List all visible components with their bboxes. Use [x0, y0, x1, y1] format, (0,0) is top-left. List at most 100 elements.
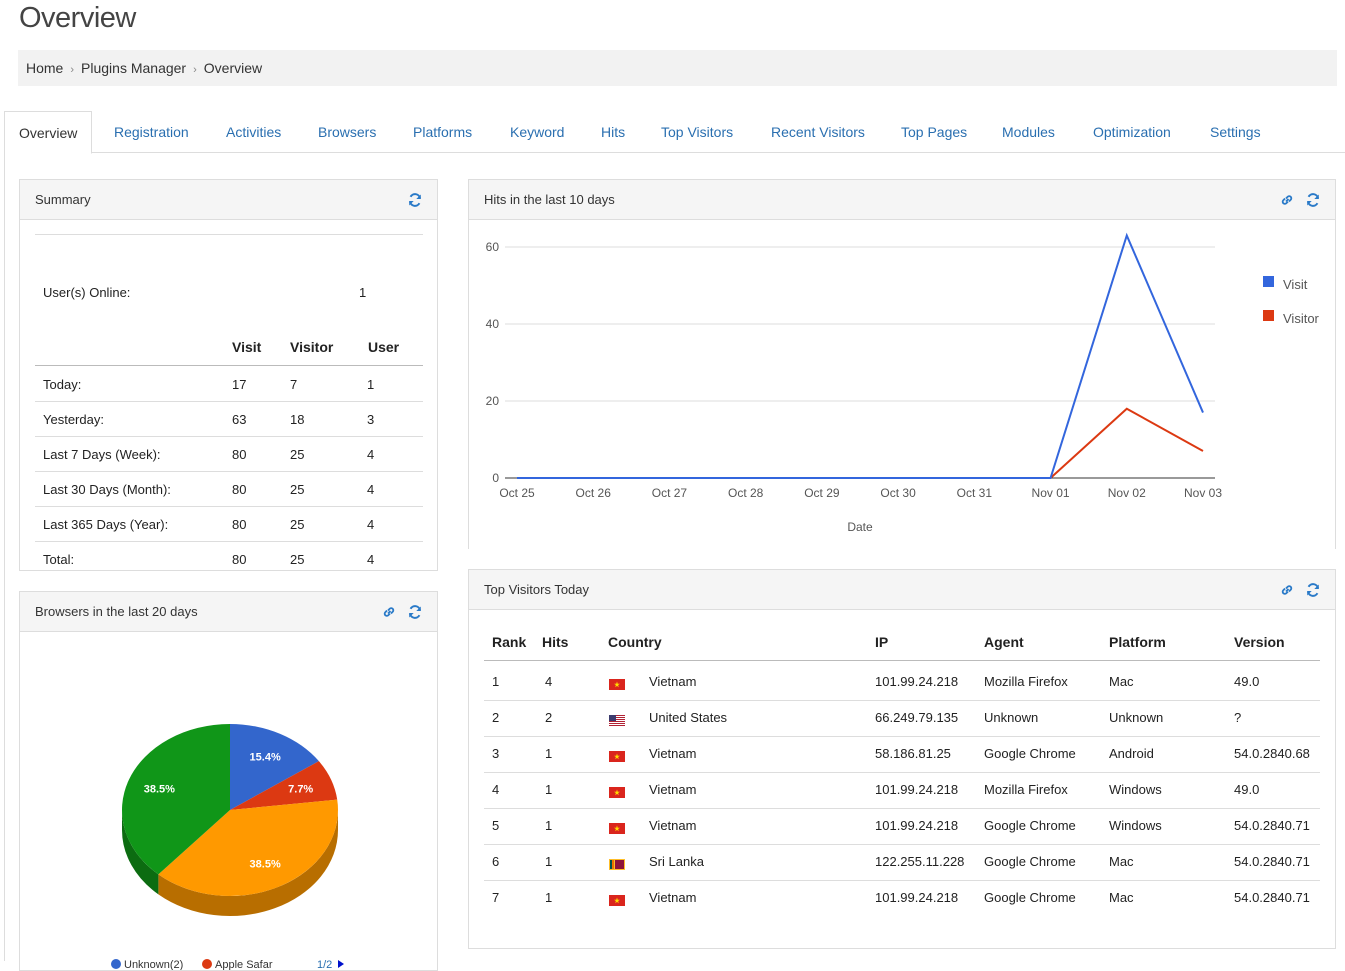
flag-vietnam-icon [609, 785, 625, 798]
tab-optimization[interactable]: Optimization [1093, 124, 1171, 140]
tab-keyword[interactable]: Keyword [510, 124, 565, 140]
breadcrumb-home[interactable]: Home [26, 60, 64, 76]
row-user: 4 [367, 482, 375, 497]
pie-slice[interactable] [230, 761, 338, 810]
cell-ip: 66.249.79.135 [875, 710, 959, 725]
hits-title: Hits in the last 10 days [484, 192, 615, 207]
cell-platform: Android [1109, 746, 1154, 761]
tab-top-visitors[interactable]: Top Visitors [661, 124, 734, 140]
x-tick-label: Oct 25 [499, 486, 535, 500]
refresh-icon[interactable] [407, 192, 423, 208]
refresh-icon[interactable] [1305, 582, 1321, 598]
summary-header: Summary [20, 180, 437, 220]
col-user: User [368, 339, 400, 355]
cell-agent: Google Chrome [984, 890, 1076, 905]
browsers-pie-chart: 15.4%7.7%38.5%38.5%Unknown(2) Apple Safar… [111, 724, 344, 970]
cell-version: 54.0.2840.71 [1234, 890, 1310, 905]
divider [35, 401, 423, 402]
row-visit: 80 [232, 482, 247, 497]
breadcrumb-separator-icon: › [193, 64, 197, 76]
cell-ip: 101.99.24.218 [875, 890, 959, 905]
legend-swatch [1263, 276, 1274, 287]
row-user: 4 [367, 447, 375, 462]
cell-country: Sri Lanka [649, 854, 704, 869]
col-version: Version [1234, 634, 1285, 650]
refresh-icon[interactable] [407, 604, 423, 620]
cell-ip: 58.186.81.25 [875, 746, 951, 761]
x-tick-label: Nov 03 [1184, 486, 1222, 500]
refresh-icon[interactable] [1305, 192, 1321, 208]
col-hits: Hits [542, 634, 569, 650]
pie-slice[interactable] [122, 724, 230, 875]
row-visitor: 25 [290, 552, 305, 567]
cell-agent: Mozilla Firefox [984, 674, 1068, 689]
link-icon[interactable] [1279, 582, 1295, 598]
pie-slice[interactable] [230, 724, 319, 810]
divider [484, 660, 1320, 661]
divider [484, 772, 1320, 773]
divider [484, 880, 1320, 881]
row-label: Last 365 Days (Year): [43, 517, 169, 532]
row-label: Total: [43, 552, 75, 567]
divider [484, 844, 1320, 845]
col-ip: IP [875, 634, 889, 650]
tab-recent-visitors[interactable]: Recent Visitors [771, 124, 865, 140]
row-visit: 80 [232, 552, 247, 567]
divider [35, 234, 423, 235]
tab-settings[interactable]: Settings [1210, 124, 1261, 140]
cell-version: 49.0 [1234, 782, 1260, 797]
row-visitor: 25 [290, 517, 305, 532]
tab-modules[interactable]: Modules [1002, 124, 1055, 140]
hits-line-chart: 0 20 40 60 Oct 25 Oct 26 Oct 27 Oct 28 Oct 29 Oct… [486, 232, 1320, 534]
cell-version: ? [1234, 710, 1242, 725]
row-visit: 80 [232, 447, 247, 462]
tab-registration[interactable]: Registration [114, 124, 189, 140]
cell-country: Vietnam [649, 782, 697, 797]
tab-hits[interactable]: Hits [601, 124, 626, 140]
tab-activities[interactable]: Activities [226, 124, 282, 140]
tab-overview[interactable]: Overview [4, 111, 93, 154]
tab-top-pages[interactable]: Top Pages [901, 124, 968, 140]
cell-agent: Google Chrome [984, 854, 1076, 869]
cell-country: Vietnam [649, 890, 697, 905]
hits-header: Hits in the last 10 days [469, 180, 1335, 220]
row-user: 4 [367, 517, 375, 532]
col-visit: Visit [232, 339, 262, 355]
link-icon[interactable] [1279, 192, 1295, 208]
row-label: Last 30 Days (Month): [43, 482, 171, 497]
col-country: Country [608, 634, 662, 650]
pie-slice-label: 38.5% [144, 784, 175, 796]
content-border [4, 153, 5, 961]
row-label: Today: [43, 377, 82, 392]
pie-slice-side [122, 810, 159, 895]
browsers-header: Browsers in the last 20 days [20, 592, 437, 632]
legend-label: Visit [1283, 277, 1308, 292]
cell-version: 49.0 [1234, 674, 1260, 689]
cell-agent: Mozilla Firefox [984, 782, 1068, 797]
cell-rank: 4 [492, 782, 500, 797]
hits-panel: Hits in the last 10 days 0 20 40 60 Oct 25 Oc… [468, 179, 1336, 549]
tab-browsers[interactable]: Browsers [318, 124, 377, 140]
flag-vietnam-icon [609, 749, 625, 762]
x-tick-label: Nov 02 [1108, 486, 1146, 500]
series-line-visitor [517, 407, 1204, 479]
row-visitor: 25 [290, 447, 305, 462]
y-tick-label: 40 [486, 317, 500, 331]
link-icon[interactable] [381, 604, 397, 620]
cell-platform: Unknown [1109, 710, 1164, 725]
pie-slice[interactable] [158, 799, 338, 896]
flag-vietnam-icon [609, 893, 625, 906]
breadcrumb-plugins-manager[interactable]: Plugins Manager [81, 60, 187, 76]
x-tick-label: Oct 31 [957, 486, 993, 500]
cell-rank: 7 [492, 890, 500, 905]
cell-country: Vietnam [649, 746, 697, 761]
col-platform: Platform [1109, 634, 1166, 650]
tab-platforms[interactable]: Platforms [413, 124, 473, 140]
top-visitors-title: Top Visitors Today [484, 582, 590, 597]
legend-next-arrow-icon[interactable] [338, 960, 344, 968]
online-value: 1 [359, 285, 367, 300]
cell-hits: 1 [545, 890, 553, 905]
series-line-visit [517, 232, 1204, 479]
x-axis-title: Date [847, 520, 873, 534]
legend-swatch [1263, 310, 1274, 321]
